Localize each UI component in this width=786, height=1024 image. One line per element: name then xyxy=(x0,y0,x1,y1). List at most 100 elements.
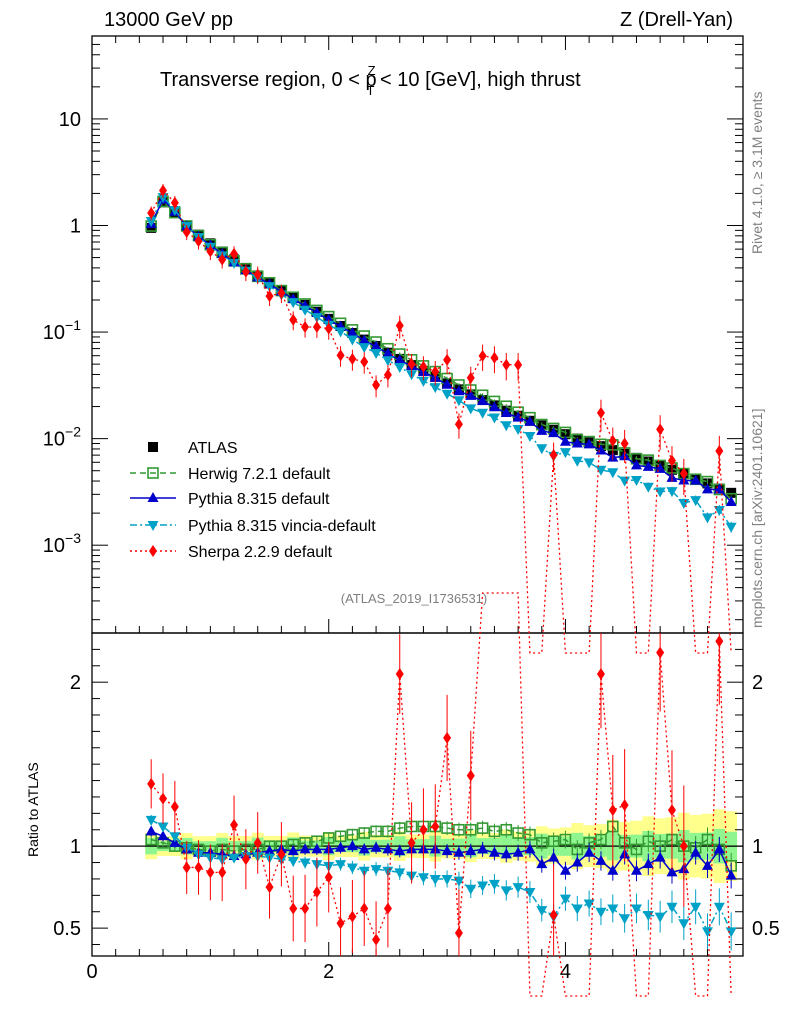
x-tick-label: 0 xyxy=(86,961,97,983)
ratio-line-4 xyxy=(150,592,732,997)
series-point xyxy=(642,482,654,493)
ratio-point xyxy=(571,856,583,867)
ratio-y-tick-label-right: 0.5 xyxy=(752,918,780,940)
series-point xyxy=(524,432,536,443)
series-point xyxy=(713,505,725,516)
series-point xyxy=(583,438,595,449)
ratio-point xyxy=(500,886,512,897)
ratio-point xyxy=(595,833,607,846)
ratio-point xyxy=(301,902,310,915)
ratio-point xyxy=(346,828,359,841)
series-point xyxy=(407,358,416,371)
series-point xyxy=(182,225,191,238)
series-point xyxy=(453,396,465,407)
ratio-point xyxy=(157,822,169,833)
ratio-point xyxy=(642,858,654,869)
ratio-point xyxy=(630,904,642,915)
ratio-point xyxy=(419,823,428,836)
ratio-point xyxy=(666,866,678,877)
ratio-point xyxy=(453,823,465,836)
series-point xyxy=(370,340,382,351)
series-point xyxy=(465,389,477,400)
legend-label: Pythia 8.315 default xyxy=(188,491,330,508)
series-point xyxy=(170,196,179,209)
series-point xyxy=(360,355,369,368)
series-point xyxy=(667,454,676,467)
ratio-point xyxy=(394,868,406,879)
legend-marker xyxy=(147,521,159,531)
ratio-point xyxy=(620,799,629,812)
ratio-point xyxy=(666,902,678,913)
ratio-point xyxy=(679,840,688,853)
chart-title-sup: Z xyxy=(368,63,376,78)
ratio-point xyxy=(678,919,690,930)
series-point xyxy=(701,483,713,494)
series-point xyxy=(478,349,487,362)
ratio-point xyxy=(289,902,298,915)
series-point xyxy=(265,290,274,303)
ratio-point xyxy=(559,833,572,846)
ratio-point xyxy=(169,832,181,843)
series-point xyxy=(441,389,453,400)
rivet-label: Rivet 4.1.0, ≥ 3.1M events xyxy=(749,91,765,254)
series-point xyxy=(429,383,441,394)
ratio-point xyxy=(407,836,416,849)
ratio-point xyxy=(360,902,369,915)
series-point xyxy=(277,286,286,299)
series-point xyxy=(348,353,357,366)
ratio-point xyxy=(194,861,203,874)
ratio-point xyxy=(619,914,631,925)
ratio-y-tick-label-right: 2 xyxy=(752,672,763,694)
ratio-point xyxy=(547,835,560,848)
ratio-point xyxy=(583,846,595,857)
ratio-point xyxy=(713,902,725,913)
series-point xyxy=(395,319,404,332)
ratio-point xyxy=(656,646,665,659)
series-point xyxy=(206,245,215,258)
ratio-point xyxy=(370,825,382,838)
series-point xyxy=(194,235,203,248)
ratio-panel-frame xyxy=(91,632,744,957)
ratio-point xyxy=(500,848,512,859)
series-point xyxy=(608,434,617,447)
series-point xyxy=(701,513,713,524)
x-tick-label: 2 xyxy=(323,961,334,983)
ratio-point xyxy=(453,846,465,857)
chart-title-main: Transverse region, 0 < p xyxy=(160,69,377,91)
ratio-point xyxy=(441,845,453,856)
ratio-point xyxy=(394,845,406,856)
ratio-point xyxy=(535,837,548,849)
ratio-point xyxy=(312,886,321,899)
legend-marker xyxy=(147,492,159,502)
series-point xyxy=(382,356,394,367)
series-point xyxy=(715,445,724,458)
series-point xyxy=(228,258,240,269)
series-point xyxy=(441,378,453,389)
series-point xyxy=(299,305,311,316)
ratio-point xyxy=(536,906,548,917)
ratio-point xyxy=(346,863,358,874)
series-point xyxy=(301,320,310,333)
series-point xyxy=(383,368,392,381)
series-point xyxy=(417,376,429,387)
ratio-point xyxy=(382,825,394,838)
ratio-point xyxy=(454,927,463,940)
series-point xyxy=(500,421,512,432)
series-point xyxy=(548,427,560,438)
ratio-point xyxy=(725,869,737,880)
ratio-point xyxy=(157,830,169,841)
ratio-point xyxy=(607,864,619,875)
ratio-point xyxy=(548,851,560,862)
ratio-point xyxy=(477,843,489,854)
ratio-point xyxy=(299,843,311,854)
ratio-point xyxy=(608,804,617,817)
series-point xyxy=(607,468,619,479)
ratio-point xyxy=(607,904,619,915)
ratio-point xyxy=(429,874,441,885)
ratio-point xyxy=(512,827,524,839)
ratio-point xyxy=(287,845,299,856)
series-point xyxy=(666,487,678,498)
ratio-point xyxy=(630,864,642,875)
ratio-ylabel: Ratio to ATLAS xyxy=(25,762,41,857)
